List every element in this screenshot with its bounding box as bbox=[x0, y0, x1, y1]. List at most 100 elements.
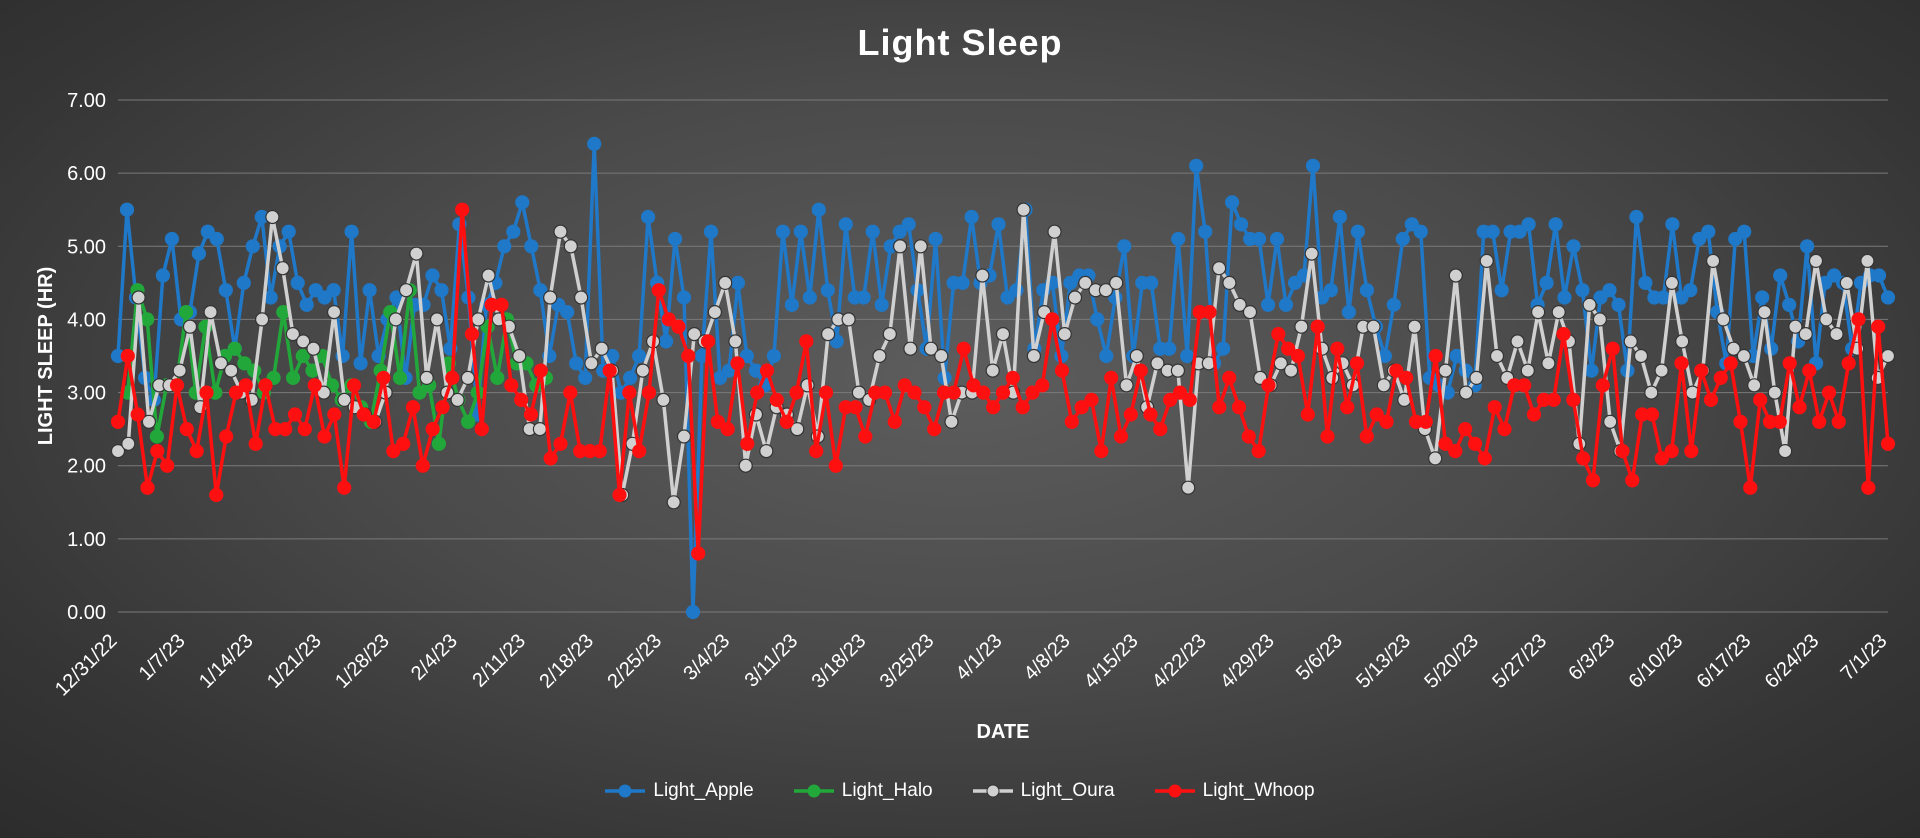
data-point-light-oura bbox=[1376, 378, 1391, 393]
data-point-light-oura bbox=[1767, 385, 1782, 400]
data-point-light-apple bbox=[1755, 290, 1770, 305]
data-point-light-whoop bbox=[1359, 429, 1374, 444]
data-point-light-oura bbox=[656, 392, 671, 407]
x-tick-label: 4/29/23 bbox=[1216, 630, 1279, 693]
data-point-light-whoop bbox=[238, 378, 253, 393]
data-point-light-oura bbox=[882, 327, 897, 342]
data-point-light-oura bbox=[1119, 378, 1134, 393]
data-point-light-whoop bbox=[651, 283, 666, 298]
data-point-light-whoop bbox=[1349, 356, 1365, 371]
data-point-light-oura bbox=[110, 444, 126, 459]
data-point-light-apple bbox=[802, 290, 817, 305]
data-point-light-apple bbox=[1117, 239, 1132, 254]
data-point-light-oura bbox=[584, 356, 599, 371]
y-tick-label: 4.00 bbox=[67, 309, 106, 331]
x-tick-label: 2/25/23 bbox=[603, 630, 666, 693]
data-point-light-oura bbox=[1078, 275, 1093, 290]
legend-label: Light_Oura bbox=[1020, 780, 1115, 801]
data-point-light-oura bbox=[1067, 290, 1083, 305]
data-point-light-apple bbox=[1683, 283, 1698, 298]
data-point-light-whoop bbox=[710, 414, 725, 429]
data-point-light-whoop bbox=[1123, 407, 1138, 422]
data-point-light-whoop bbox=[1585, 473, 1601, 488]
data-point-light-whoop bbox=[907, 385, 922, 400]
y-tick-label: 3.00 bbox=[67, 383, 106, 405]
data-point-light-oura bbox=[1633, 348, 1649, 364]
data-point-light-oura bbox=[255, 312, 270, 327]
x-tick-label: 3/4/23 bbox=[679, 630, 734, 685]
x-tick-label: 5/13/23 bbox=[1352, 630, 1415, 693]
data-point-light-oura bbox=[985, 363, 1000, 378]
data-point-light-oura bbox=[573, 290, 589, 305]
data-point-light-oura bbox=[141, 414, 156, 429]
data-point-light-whoop bbox=[1113, 429, 1129, 444]
data-point-light-whoop bbox=[681, 348, 696, 364]
data-point-light-whoop bbox=[1871, 319, 1886, 334]
data-point-light-apple bbox=[1233, 217, 1249, 232]
data-point-light-oura bbox=[1860, 253, 1875, 268]
data-point-light-oura bbox=[172, 363, 187, 378]
legend-swatch bbox=[793, 784, 834, 798]
data-point-light-apple bbox=[1611, 297, 1626, 312]
data-point-light-apple bbox=[1773, 268, 1788, 283]
data-point-light-oura bbox=[1479, 253, 1494, 268]
data-point-light-oura bbox=[1829, 327, 1844, 342]
data-point-light-oura bbox=[285, 327, 300, 342]
data-point-light-whoop bbox=[1074, 400, 1089, 415]
x-tick-label: 1/21/23 bbox=[263, 630, 326, 693]
data-point-light-whoop bbox=[1477, 451, 1492, 466]
data-point-light-whoop bbox=[425, 422, 440, 437]
data-point-light-oura bbox=[1242, 305, 1258, 320]
data-point-light-oura bbox=[1438, 363, 1453, 378]
data-point-light-apple bbox=[631, 348, 647, 364]
data-point-light-whoop bbox=[612, 487, 627, 503]
data-point-light-oura bbox=[265, 209, 280, 225]
data-point-light-whoop bbox=[110, 414, 126, 429]
data-point-light-whoop bbox=[563, 385, 578, 400]
data-point-light-apple bbox=[281, 224, 296, 239]
data-point-light-whoop bbox=[1723, 356, 1738, 371]
data-point-light-oura bbox=[1057, 327, 1072, 342]
data-point-light-oura bbox=[1222, 275, 1237, 290]
data-point-light-apple bbox=[1638, 275, 1653, 290]
data-point-light-apple bbox=[218, 283, 233, 298]
data-point-light-whoop bbox=[1694, 363, 1709, 378]
data-point-light-oura bbox=[553, 224, 568, 239]
data-point-light-whoop bbox=[995, 385, 1011, 400]
data-point-light-oura bbox=[1489, 348, 1505, 364]
data-point-light-oura bbox=[1705, 253, 1721, 268]
data-point-light-oura bbox=[707, 305, 723, 320]
data-point-light-whoop bbox=[533, 363, 548, 378]
data-point-light-whoop bbox=[691, 546, 706, 561]
data-point-light-apple bbox=[928, 231, 943, 247]
x-tick-label: 4/8/23 bbox=[1020, 630, 1075, 685]
data-point-light-whoop bbox=[779, 414, 794, 429]
data-point-light-apple bbox=[1880, 290, 1896, 305]
data-point-light-oura bbox=[944, 414, 959, 429]
x-tick-label: 2/11/23 bbox=[468, 630, 530, 692]
data-point-light-whoop bbox=[1281, 341, 1296, 356]
data-point-light-oura bbox=[1232, 297, 1247, 312]
data-point-light-whoop bbox=[1615, 444, 1630, 459]
data-point-light-whoop bbox=[769, 392, 784, 407]
data-point-light-apple bbox=[658, 334, 674, 349]
data-point-light-whoop bbox=[858, 429, 873, 444]
data-point-light-oura bbox=[1428, 451, 1443, 466]
data-point-light-whoop bbox=[897, 378, 912, 393]
data-point-light-whoop bbox=[917, 400, 932, 415]
data-point-light-whoop bbox=[130, 407, 145, 422]
data-point-light-oura bbox=[327, 305, 342, 320]
data-point-light-oura bbox=[409, 246, 424, 261]
data-point-light-whoop bbox=[1438, 436, 1453, 451]
data-point-light-apple bbox=[1198, 224, 1213, 239]
data-point-light-whoop bbox=[740, 436, 755, 451]
data-point-light-whoop bbox=[1566, 392, 1581, 407]
data-point-light-apple bbox=[1799, 239, 1815, 254]
data-point-light-apple bbox=[533, 283, 548, 298]
x-tick-label: 4/15/23 bbox=[1080, 630, 1143, 693]
data-point-light-whoop bbox=[553, 436, 568, 451]
legend-swatch bbox=[1154, 784, 1195, 798]
data-point-light-whoop bbox=[1369, 407, 1384, 422]
data-point-light-apple bbox=[622, 370, 638, 385]
data-point-light-whoop bbox=[1517, 378, 1532, 393]
